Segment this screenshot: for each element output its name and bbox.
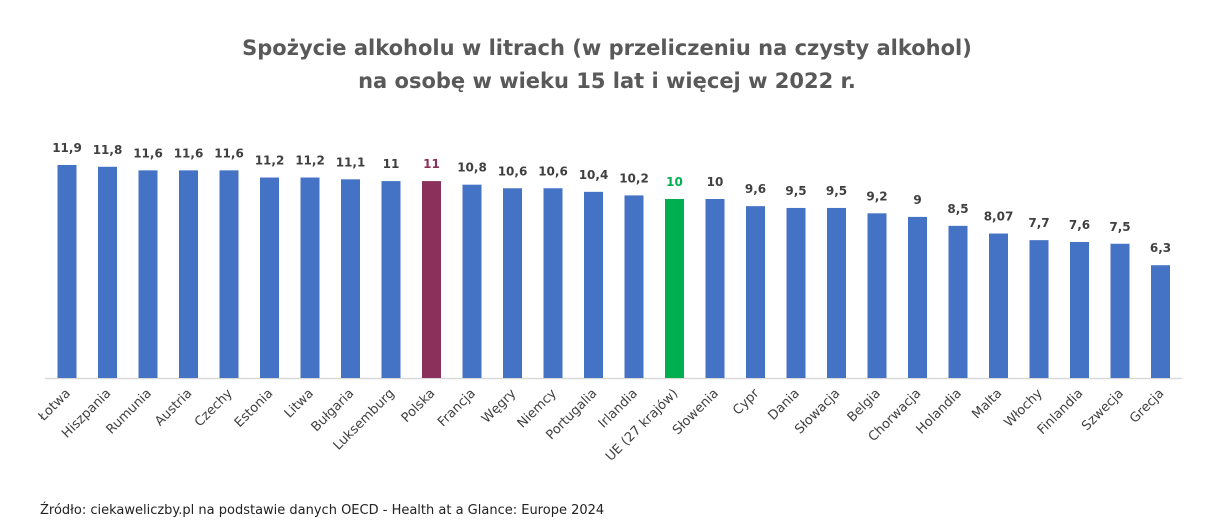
value-label: 11 xyxy=(423,157,440,171)
value-label: 7,6 xyxy=(1069,218,1090,232)
value-label: 9,6 xyxy=(745,182,766,196)
bar xyxy=(462,184,482,378)
value-label: 11,6 xyxy=(174,146,204,160)
value-label: 10,8 xyxy=(457,161,487,175)
x-tick-label: Francja xyxy=(435,386,479,430)
x-tick-label: Czechy xyxy=(192,386,236,430)
bar xyxy=(867,213,887,378)
x-tick-label: Austria xyxy=(152,386,195,429)
bar xyxy=(138,170,158,378)
value-label: 10,4 xyxy=(579,168,609,182)
value-label: 11,6 xyxy=(133,146,163,160)
bar xyxy=(1110,243,1130,378)
bar xyxy=(98,166,117,378)
value-label: 11,8 xyxy=(93,143,123,157)
bar xyxy=(624,195,644,378)
value-label: 7,7 xyxy=(1028,216,1049,230)
bar xyxy=(219,170,239,378)
value-label: 6,3 xyxy=(1150,241,1171,255)
value-label: 9,5 xyxy=(785,184,806,198)
bar xyxy=(260,177,279,378)
bar xyxy=(543,188,563,378)
value-label: 10,6 xyxy=(538,164,568,178)
x-tick-label: Cypr xyxy=(730,386,763,419)
bar xyxy=(341,179,360,378)
value-label: 9 xyxy=(913,193,921,207)
chart-title: na osobę w wieku 15 lat i więcej w 2022 … xyxy=(358,69,856,93)
bar xyxy=(746,206,765,378)
value-label: 10,6 xyxy=(498,164,528,178)
bar xyxy=(705,199,725,378)
bar xyxy=(503,188,522,378)
bar xyxy=(1151,265,1170,378)
value-label: 8,5 xyxy=(947,202,968,216)
x-tick-label: Słowacja xyxy=(792,386,843,437)
x-tick-label: Dania xyxy=(765,386,802,423)
value-label: 10 xyxy=(707,175,724,189)
bar xyxy=(1029,240,1049,378)
x-tick-label: UE (27 krajów) xyxy=(603,386,681,464)
value-label: 9,5 xyxy=(826,184,847,198)
value-label: 11,2 xyxy=(255,154,285,168)
bar xyxy=(584,191,603,378)
source: Źródło: ciekaweliczby.pl na podstawie da… xyxy=(40,502,604,518)
x-tick-label: Grecja xyxy=(1127,386,1167,426)
value-label: 9,2 xyxy=(866,189,887,203)
bar xyxy=(1070,241,1089,378)
bar xyxy=(665,199,684,378)
value-label: 11,2 xyxy=(295,154,325,168)
x-tick-label: Belgia xyxy=(845,386,884,425)
bar xyxy=(948,225,968,378)
x-tick-label: Węgry xyxy=(479,386,520,427)
value-label: 11 xyxy=(383,157,400,171)
bar xyxy=(381,181,401,378)
chart-title: Spożycie alkoholu w litrach (w przelicze… xyxy=(242,36,972,60)
x-tick-label: Malta xyxy=(969,386,1005,422)
value-label: 7,5 xyxy=(1109,220,1130,234)
x-tick-label: Litwa xyxy=(282,386,317,421)
value-label: 10 xyxy=(666,175,683,189)
bar xyxy=(827,207,846,378)
value-label: 8,07 xyxy=(984,210,1014,224)
bar xyxy=(786,207,806,378)
bar xyxy=(300,177,320,378)
x-tick-label: Estonia xyxy=(232,386,276,430)
x-tick-label: Polska xyxy=(399,386,439,426)
value-label: 11,9 xyxy=(52,141,82,155)
value-label: 11,6 xyxy=(214,146,244,160)
bar xyxy=(57,164,77,378)
bar xyxy=(989,233,1008,378)
x-tick-label: Łotwa xyxy=(35,386,74,425)
value-label: 11,1 xyxy=(336,155,366,169)
bar xyxy=(908,216,927,378)
bar xyxy=(422,181,441,378)
bar xyxy=(179,170,198,378)
value-label: 10,2 xyxy=(619,171,649,185)
x-tick-label: Szwecja xyxy=(1079,386,1127,434)
